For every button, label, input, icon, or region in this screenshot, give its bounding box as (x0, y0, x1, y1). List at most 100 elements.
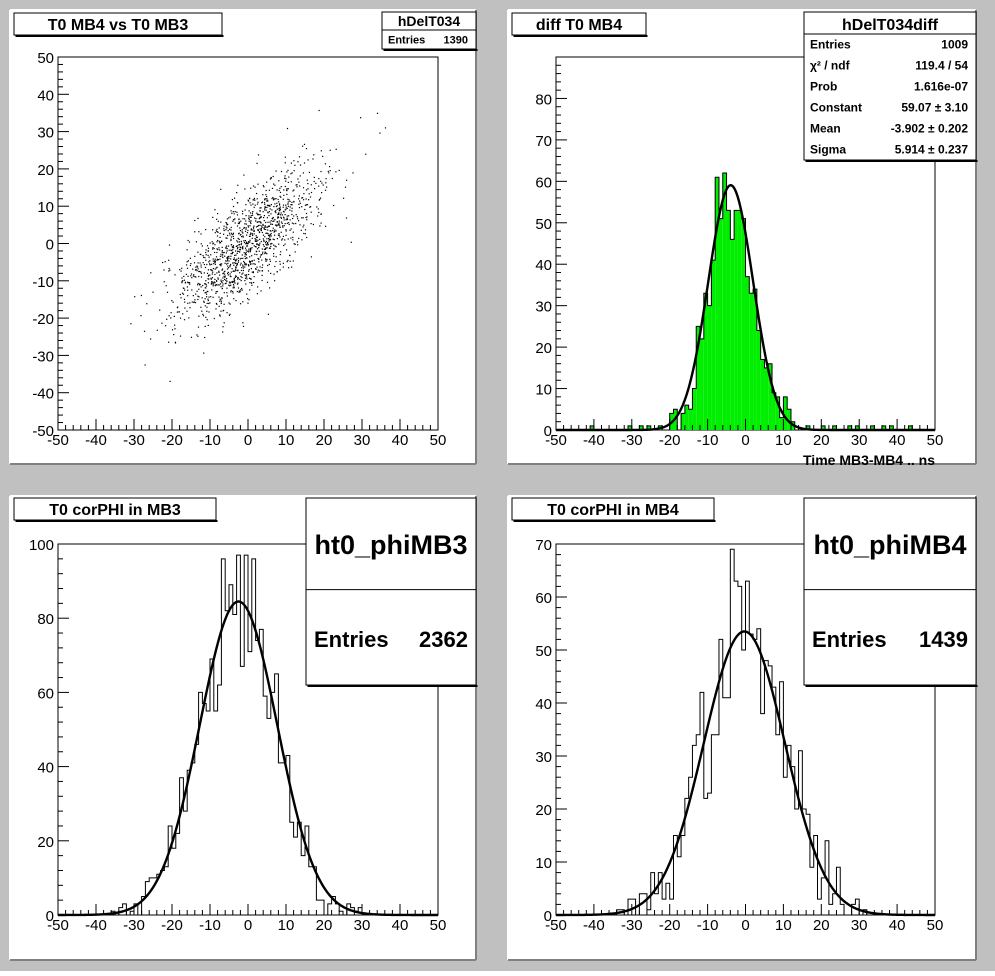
scatter-point (218, 270, 220, 272)
title-box-shadow (15, 520, 218, 522)
scatter-point (168, 259, 170, 261)
scatter-point (231, 252, 234, 254)
scatter-point (221, 288, 223, 290)
scatter-point (247, 199, 249, 201)
scatter-point (248, 273, 250, 276)
scatter-point (232, 290, 234, 293)
scatter-point (265, 240, 267, 242)
scatter-point (189, 264, 191, 267)
scatter-point (187, 282, 189, 284)
scatter-point (248, 217, 250, 219)
scatter-point (203, 289, 205, 292)
x-tick-label: -40 (85, 917, 107, 934)
chart-title: T0 corPHI in MB3 (49, 502, 181, 519)
histogram-bar (768, 363, 773, 430)
y-tick-label: 50 (535, 643, 552, 660)
scatter-point (206, 296, 208, 298)
scatter-point (252, 226, 255, 228)
scatter-point (206, 263, 208, 266)
histogram-bar (881, 425, 886, 430)
scatter-point (193, 262, 196, 264)
scatter-point (222, 254, 224, 256)
scatter-point (233, 262, 235, 264)
scatter-point (253, 263, 255, 265)
scatter-point (279, 260, 281, 263)
histogram (556, 172, 935, 431)
scatter-point (318, 178, 320, 180)
scatter-point (227, 234, 229, 237)
scatter-point (244, 247, 247, 249)
scatter-point (227, 258, 229, 260)
scatter-point (255, 250, 257, 252)
scatter-point (257, 214, 259, 216)
x-tick-label: 40 (392, 432, 409, 449)
scatter-point (244, 209, 246, 211)
scatter-point (230, 253, 232, 255)
x-tick-label: 50 (927, 432, 944, 449)
scatter-point (240, 262, 242, 264)
scatter-point (217, 249, 219, 251)
scatter-point (208, 256, 210, 258)
scatter-point (143, 330, 146, 332)
scatter-point (242, 257, 244, 259)
scatter-point (304, 204, 306, 206)
scatter-point (312, 158, 314, 160)
scatter-point (243, 240, 245, 242)
scatter-point (198, 283, 201, 285)
scatter-point (197, 282, 199, 285)
scatter-point (264, 248, 266, 250)
chart-pad-2: -50 -40 -30 -20 -10 0 10 20 30 40 50 0 10 20 30 40 50 60 7… (507, 9, 978, 468)
scatter-point (251, 242, 253, 245)
scatter-point (259, 221, 261, 223)
scatter-point (266, 226, 269, 228)
scatter-point (266, 253, 268, 255)
scatter-point (286, 218, 289, 221)
scatter-point (269, 260, 271, 262)
scatter-point (253, 245, 255, 247)
scatter-point (232, 233, 234, 235)
scatter-point (245, 227, 247, 229)
scatter-point (322, 155, 324, 157)
scatter-point (274, 265, 276, 268)
scatter-point (248, 299, 250, 301)
y-tick-label: 50 (535, 216, 552, 233)
scatter-point (290, 228, 292, 230)
scatter-point (282, 198, 284, 200)
scatter-point (237, 276, 239, 279)
scatter-point (243, 226, 245, 229)
x-tick-label: 10 (278, 917, 295, 934)
scatter-point (252, 185, 255, 187)
scatter-point (159, 309, 161, 311)
scatter-point (198, 315, 200, 317)
scatter-point (212, 271, 214, 273)
scatter-point (248, 250, 250, 252)
scatter-point (164, 261, 166, 263)
scatter-point (169, 380, 171, 382)
scatter-point (304, 229, 307, 231)
scatter-point (321, 182, 323, 184)
scatter-point (279, 224, 281, 226)
scatter-point (286, 171, 288, 173)
stats-label: Prob (810, 80, 837, 94)
stats-shadow (307, 685, 478, 687)
y-tick-label: 0 (544, 908, 552, 925)
scatter-point (286, 127, 289, 130)
scatter-point (379, 132, 381, 134)
scatter-point (235, 250, 237, 252)
scatter-point (216, 251, 218, 254)
scatter-point (270, 245, 272, 247)
scatter-point (230, 255, 232, 257)
scatter-point (274, 219, 276, 221)
scatter-point (274, 203, 276, 205)
scatter-point (246, 245, 248, 248)
y-tick-label: -40 (32, 386, 54, 403)
scatter-point (294, 251, 296, 253)
scatter-point (195, 268, 197, 270)
scatter-point (227, 267, 230, 269)
scatter-point (264, 236, 266, 238)
scatter-point (331, 177, 333, 180)
scatter-point (232, 235, 234, 237)
scatter-point (306, 236, 308, 239)
scatter-point (240, 220, 242, 222)
scatter-point (226, 250, 228, 252)
